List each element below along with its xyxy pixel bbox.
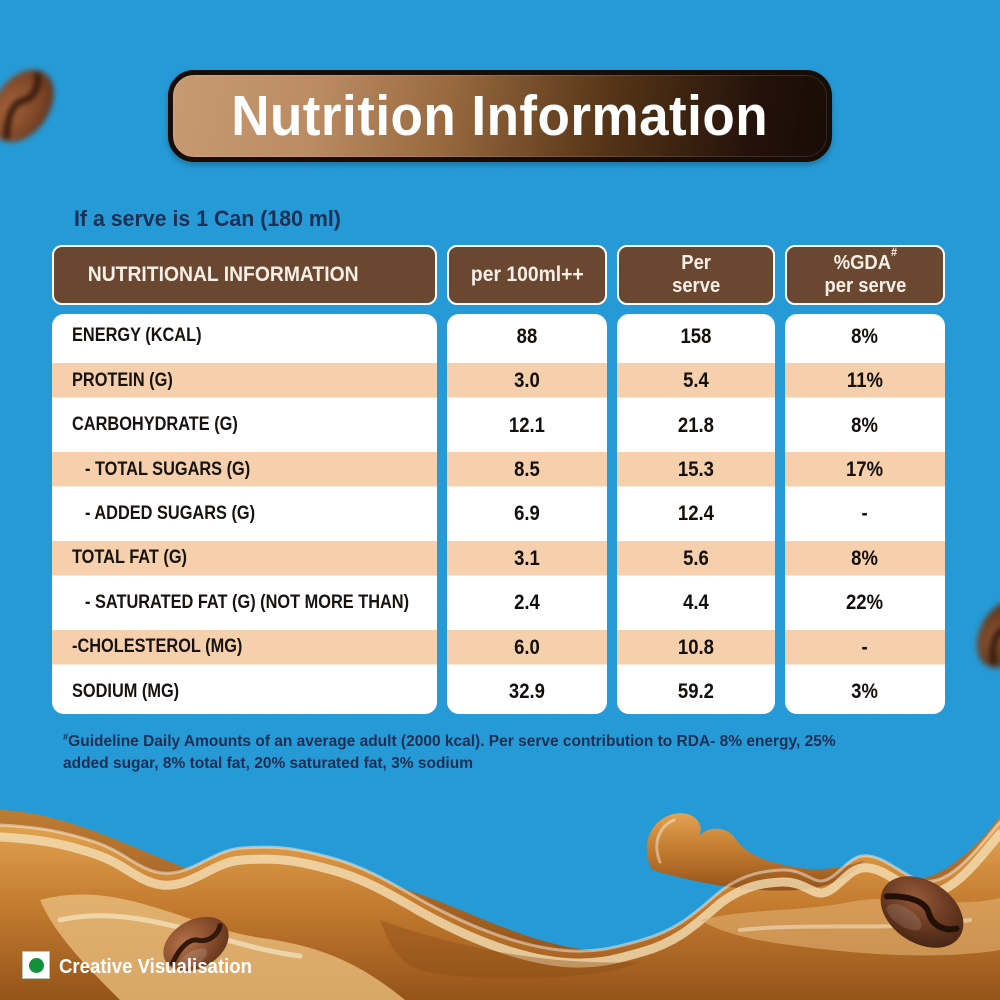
table-cell-value: 6.0 xyxy=(447,625,607,670)
footnote-marker: # xyxy=(63,731,69,742)
coffee-bean-splash-left-icon xyxy=(163,916,229,972)
veg-green-dot xyxy=(28,957,44,973)
footnote-text: Guideline Daily Amounts of an average ad… xyxy=(63,733,836,772)
table-cell-value: 3.1 xyxy=(447,536,607,581)
table-row-label: TOTAL FAT (G) xyxy=(52,536,437,581)
table-cell-value: 5.4 xyxy=(617,358,775,403)
coffee-bean-top-left-icon xyxy=(0,69,54,143)
column-per-100ml-values: 88 3.0 12.1 8.5 6.9 3.1 2.4 6.0 32.9 xyxy=(447,314,607,714)
table-row-label: - SATURATED FAT (G) (NOT MORE THAN) xyxy=(85,591,410,613)
column-per-serve-values: 158 5.4 21.8 15.3 12.4 5.6 4.4 10.8 59.2 xyxy=(617,314,775,714)
coffee-bean-splash-right-icon xyxy=(880,876,964,948)
table-row-label: ENERGY (KCAL) xyxy=(72,325,202,347)
table-cell-value: 88 xyxy=(516,323,538,348)
header-label-line2: serve xyxy=(671,275,721,297)
table-cell-value: 6.9 xyxy=(514,501,540,526)
table-cell-value: 17% xyxy=(785,447,945,492)
title-banner: Nutrition Information xyxy=(168,70,832,162)
table-cell-value: 59.2 xyxy=(677,679,714,704)
header-cell-gda-per-serve: %GDA # per serve xyxy=(785,245,945,305)
table-cell-value: 11% xyxy=(785,358,945,403)
column-nutrient-labels: ENERGY (KCAL) PROTEIN (G) CARBOHYDRATE (… xyxy=(52,314,437,714)
table-row-label: PROTEIN (G) xyxy=(52,358,437,403)
header-cell-per-serve: Per serve xyxy=(617,245,775,305)
header-label-line1: %GDA xyxy=(833,252,891,274)
table-cell-value: 8% xyxy=(851,323,879,348)
table-row-label: - ADDED SUGARS (G) xyxy=(85,502,256,524)
table-cell-value: 21.8 xyxy=(677,412,714,437)
table-cell-value: 3% xyxy=(851,679,879,704)
header-label: NUTRITIONAL INFORMATION xyxy=(87,263,359,286)
table-cell-value: 12.4 xyxy=(677,501,714,526)
table-cell-value: 4.4 xyxy=(683,590,709,615)
table-cell-value: 8% xyxy=(851,412,879,437)
header-cell-nutritional-information: NUTRITIONAL INFORMATION xyxy=(52,245,437,305)
veg-mark-icon xyxy=(22,951,50,979)
table-cell-value: 15.3 xyxy=(617,447,775,492)
page-title: Nutrition Information xyxy=(231,84,769,148)
table-cell-value: 22% xyxy=(846,590,884,615)
table-cell-value: 32.9 xyxy=(508,679,545,704)
column-gda-values: 8% 11% 8% 17% - 8% 22% - 3% xyxy=(785,314,945,714)
header-label-line2: per serve xyxy=(824,275,906,297)
table-cell-value: 12.1 xyxy=(508,412,545,437)
table-cell-value: 8% xyxy=(785,536,945,581)
table-row-label: - TOTAL SUGARS (G) xyxy=(52,447,437,492)
table-cell-value: 2.4 xyxy=(514,590,540,615)
table-row-label: CARBOHYDRATE (G) xyxy=(72,414,238,436)
gda-footnote: #Guideline Daily Amounts of an average a… xyxy=(63,731,871,775)
table-cell-value: 5.6 xyxy=(617,536,775,581)
header-cell-per-100ml: per 100ml++ xyxy=(447,245,607,305)
table-cell-value: 10.8 xyxy=(617,625,775,670)
table-cell-value: 8.5 xyxy=(447,447,607,492)
table-cell-value: - xyxy=(785,625,945,670)
table-row-label: SODIUM (MG) xyxy=(72,680,180,702)
table-cell-value: 3.0 xyxy=(447,358,607,403)
credit-label: Creative Visualisation xyxy=(59,956,252,978)
table-cell-value: - xyxy=(861,501,869,526)
table-row-label: -CHOLESTEROL (MG) xyxy=(52,625,437,670)
header-label-line1: Per xyxy=(681,252,711,274)
header-label: per 100ml++ xyxy=(470,263,584,286)
coffee-bean-right-icon xyxy=(976,600,1000,668)
table-cell-value: 158 xyxy=(680,323,712,348)
coffee-splash-graphic xyxy=(0,810,1000,1000)
serve-size-note: If a serve is 1 Can (180 ml) xyxy=(74,206,341,231)
